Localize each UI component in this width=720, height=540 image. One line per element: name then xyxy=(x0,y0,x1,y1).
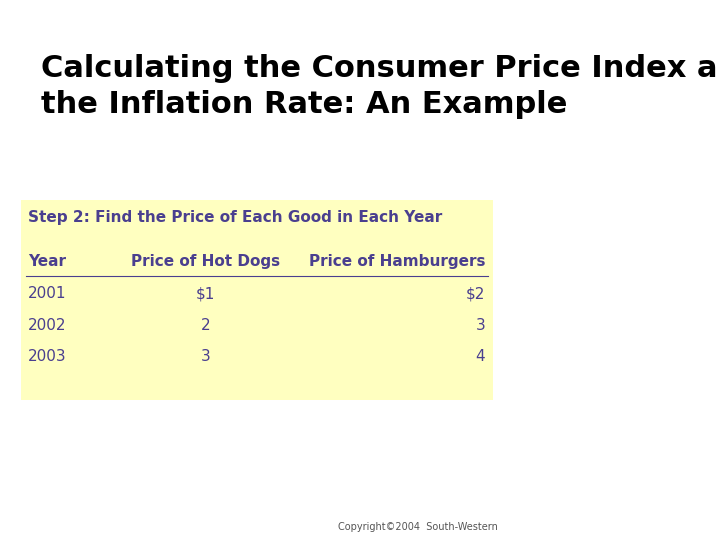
Text: $2: $2 xyxy=(466,286,485,301)
FancyBboxPatch shape xyxy=(21,200,493,400)
Text: Calculating the Consumer Price Index and
the Inflation Rate: An Example: Calculating the Consumer Price Index and… xyxy=(41,54,720,119)
Text: Price of Hot Dogs: Price of Hot Dogs xyxy=(131,254,280,269)
Text: Step 2: Find the Price of Each Good in Each Year: Step 2: Find the Price of Each Good in E… xyxy=(28,210,443,225)
Text: $1: $1 xyxy=(196,286,215,301)
Text: 2002: 2002 xyxy=(28,318,67,333)
Text: 3: 3 xyxy=(475,318,485,333)
FancyBboxPatch shape xyxy=(0,0,518,540)
Text: Price of Hamburgers: Price of Hamburgers xyxy=(309,254,485,269)
Text: Year: Year xyxy=(28,254,66,269)
Text: 4: 4 xyxy=(476,349,485,364)
Text: 2: 2 xyxy=(201,318,210,333)
Text: Copyright©2004  South-Western: Copyright©2004 South-Western xyxy=(338,522,498,532)
Text: 2001: 2001 xyxy=(28,286,67,301)
Text: 2003: 2003 xyxy=(28,349,67,364)
Text: 3: 3 xyxy=(200,349,210,364)
